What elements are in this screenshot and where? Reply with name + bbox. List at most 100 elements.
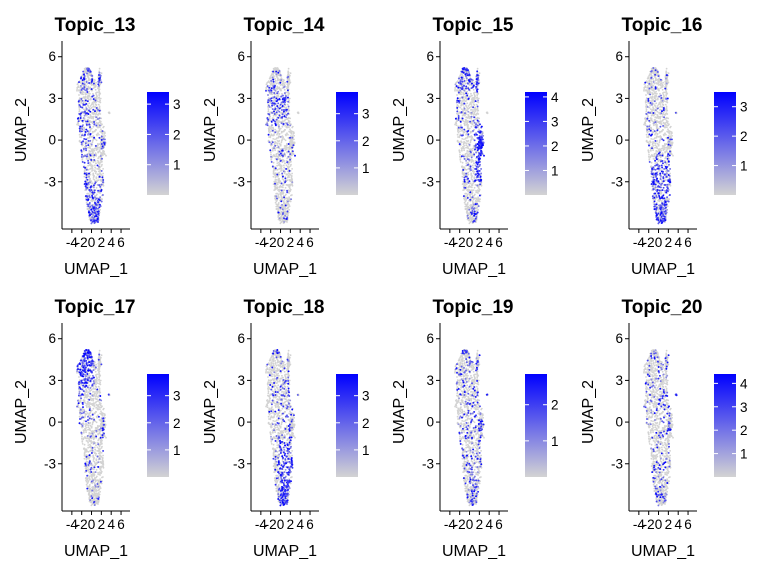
cell-point: [472, 167, 474, 169]
cell-point: [283, 153, 285, 155]
cell-point: [81, 156, 83, 158]
x-tick-label: 6: [495, 235, 503, 250]
cell-point: [471, 126, 473, 128]
cell-point: [277, 102, 279, 104]
cell-point: [282, 178, 284, 180]
cell-point: [85, 138, 87, 140]
cell-point: [293, 135, 295, 137]
cell-point: [282, 113, 284, 115]
cell-point: [92, 193, 94, 195]
cell-point: [469, 223, 471, 225]
cell-point: [480, 154, 482, 156]
cell-point: [84, 81, 86, 83]
cell-point: [84, 181, 86, 183]
cell-point: [473, 113, 475, 115]
cell-point: [90, 71, 92, 73]
x-tick-label: -2: [76, 235, 88, 250]
cell-point: [286, 174, 288, 176]
cell-point: [278, 212, 280, 214]
cell-point: [474, 148, 476, 150]
cell-point: [279, 154, 281, 156]
cell-point: [81, 128, 83, 130]
cell-point: [469, 121, 471, 123]
cell-point: [473, 220, 475, 222]
cell-point: [470, 79, 472, 81]
cell-point: [276, 105, 278, 107]
cell-point: [463, 72, 465, 74]
cell-point: [472, 109, 474, 111]
cell-point: [277, 113, 279, 115]
cell-point: [99, 72, 101, 74]
cell-point: [284, 215, 286, 217]
cell-point: [464, 169, 466, 171]
cell-point: [458, 115, 460, 117]
cell-point: [90, 209, 92, 211]
cell-point: [92, 218, 94, 220]
cell-point: [286, 100, 288, 102]
cell-point: [461, 155, 463, 157]
cell-point: [476, 97, 478, 99]
cell-point: [467, 158, 469, 160]
cell-point: [470, 182, 472, 184]
cell-point: [87, 144, 89, 146]
cell-point: [82, 100, 84, 102]
cell-point: [462, 81, 464, 83]
cell-point: [465, 97, 467, 99]
cell-point: [270, 78, 272, 80]
cell-point: [286, 184, 288, 186]
cell-point: [85, 96, 87, 98]
cell-point: [270, 156, 272, 158]
cell-point: [100, 172, 102, 174]
cell-point: [85, 103, 87, 105]
cell-point: [470, 159, 472, 161]
cell-point: [282, 120, 284, 122]
y-tick-label: 3: [48, 91, 56, 106]
cell-point: [478, 173, 480, 175]
cell-point: [459, 87, 461, 89]
cell-point: [270, 158, 272, 160]
cell-point: [289, 162, 291, 164]
cell-point: [474, 95, 476, 97]
cell-point: [276, 174, 278, 176]
cell-point: [79, 125, 81, 127]
cell-point: [457, 129, 459, 131]
cell-point: [477, 212, 479, 214]
cell-point: [475, 203, 477, 205]
cell-point: [669, 127, 671, 129]
cell-point: [461, 86, 463, 88]
cell-point: [90, 189, 92, 191]
cell-point: [458, 149, 460, 151]
cell-point: [281, 132, 283, 134]
cell-point: [648, 154, 650, 156]
cell-point: [275, 115, 277, 117]
cell-point: [460, 121, 462, 123]
cell-point: [473, 172, 475, 174]
cell-point: [95, 195, 97, 197]
cell-point: [271, 100, 273, 102]
cell-point: [477, 147, 479, 149]
cell-point: [81, 158, 83, 160]
cell-point: [457, 80, 459, 82]
cell-point: [91, 211, 93, 213]
cell-point: [465, 92, 467, 94]
cell-point: [282, 126, 284, 128]
cell-point: [467, 74, 469, 76]
cell-point: [292, 144, 294, 146]
cell-point: [473, 153, 475, 155]
cell-point: [98, 134, 100, 136]
cell-point: [463, 121, 465, 123]
cell-point: [272, 155, 274, 157]
cell-point: [291, 137, 293, 139]
cell-point: [283, 196, 285, 198]
color-bar: [525, 92, 547, 195]
cell-point: [480, 176, 482, 178]
cell-point: [462, 176, 464, 178]
cell-point: [459, 130, 461, 132]
cell-point: [475, 86, 477, 88]
cell-point: [467, 217, 469, 219]
cell-point: [474, 134, 476, 136]
cell-point: [477, 109, 479, 111]
cell-point: [93, 124, 95, 126]
cell-point: [470, 132, 472, 134]
cell-point: [289, 98, 291, 100]
